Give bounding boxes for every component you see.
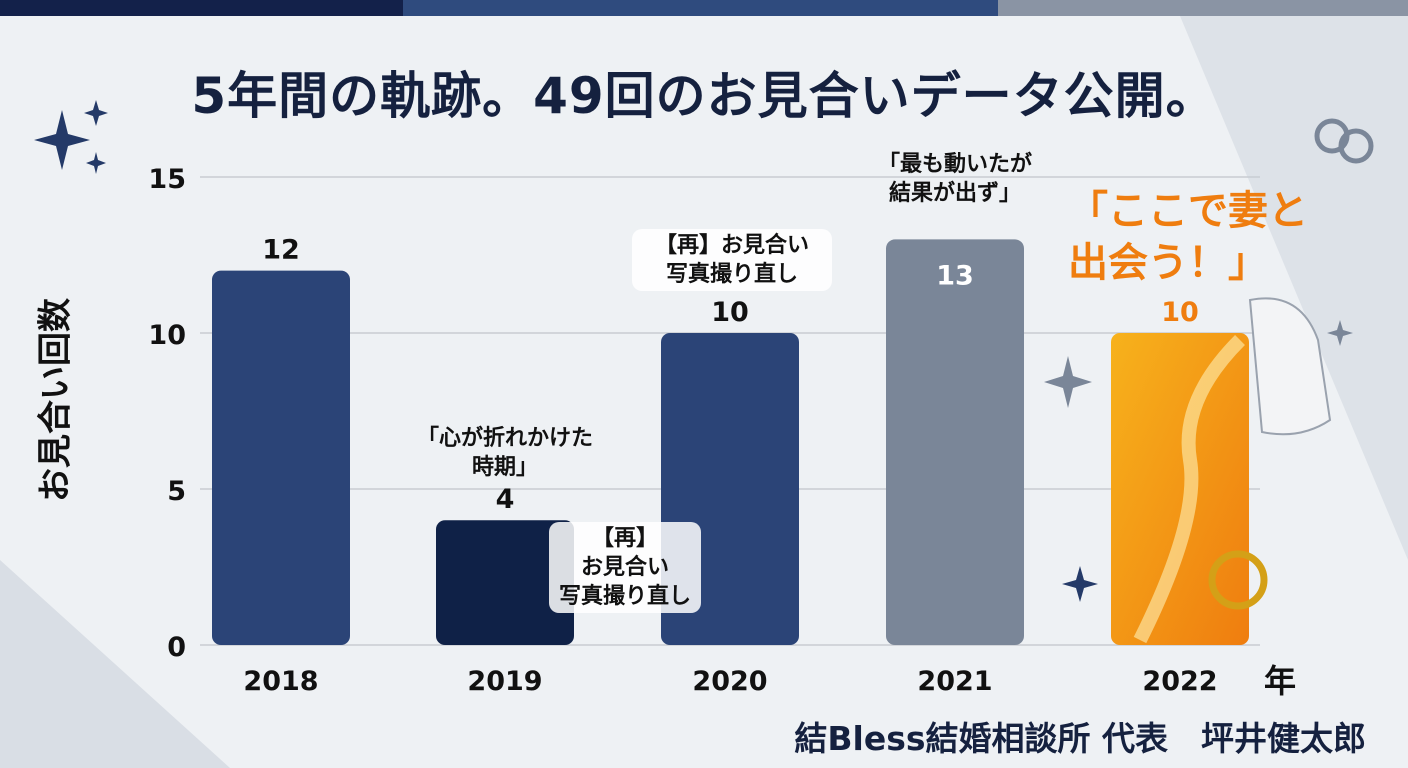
sparkle-icon [1044, 356, 1092, 408]
bar-2022 [1111, 333, 1249, 645]
annotation-2019-photo-retake: 【再】 お見合い 写真撮り直し [530, 522, 720, 613]
annotation-2022-met-wife: 「ここで妻と 出会う！」 [1068, 188, 1308, 286]
data-label: 13 [936, 260, 974, 291]
top-bar-segment-gray [998, 0, 1408, 16]
top-bar-segment-navy [403, 0, 998, 16]
y-tick-label: 0 [167, 632, 186, 663]
annotation-2019-heartbreak: 「心が折れかけた 時期」 [416, 426, 593, 480]
bar-2019 [436, 520, 574, 645]
annotation-box: 【再】 お見合い 写真撮り直し [548, 522, 701, 613]
data-label: 10 [1161, 297, 1199, 328]
data-label: 10 [711, 297, 749, 328]
sparkle-icon [1327, 320, 1353, 346]
data-label: 4 [496, 484, 515, 515]
x-tick-label: 2022 [1142, 666, 1217, 697]
ring-icon [1208, 550, 1268, 610]
footer-credit: 結Bless結婚相談所 代表 坪井健太郎 [794, 719, 1366, 758]
sparkle-icon [86, 152, 106, 174]
y-axis-label: お見合い回数 [35, 298, 76, 502]
annotation-2021-no-result: 「最も動いたが 結果が出ず」 [877, 152, 1032, 206]
page-title: 5年間の軌跡。49回のお見合いデータ公開。 [191, 67, 1217, 125]
x-tick-label: 2020 [692, 666, 767, 697]
background-shape [1180, 16, 1408, 560]
y-tick-label: 10 [148, 320, 186, 351]
x-tick-label: 2019 [467, 666, 542, 697]
data-label: 12 [262, 235, 300, 266]
sparkle-icon [34, 110, 90, 170]
x-tick-label: 2021 [917, 666, 992, 697]
sparkle-icon [1062, 566, 1098, 602]
x-tick-label: 2018 [243, 666, 318, 697]
y-tick-label: 5 [167, 476, 186, 507]
wedding-rings-icon [1314, 118, 1374, 164]
y-tick-label: 15 [148, 164, 186, 195]
veil-icon [1248, 297, 1332, 436]
bar-2018 [212, 270, 350, 645]
bar-shine [1133, 335, 1245, 644]
bar-2021 [886, 239, 1024, 645]
x-axis-unit: 年 [1264, 662, 1297, 700]
sparkle-icon [84, 100, 108, 126]
top-bar-segment-dark [0, 0, 403, 16]
background-shape [0, 560, 230, 768]
annotation-2020-photo-retake: 【再】お見合い 写真撮り直し [632, 229, 832, 291]
